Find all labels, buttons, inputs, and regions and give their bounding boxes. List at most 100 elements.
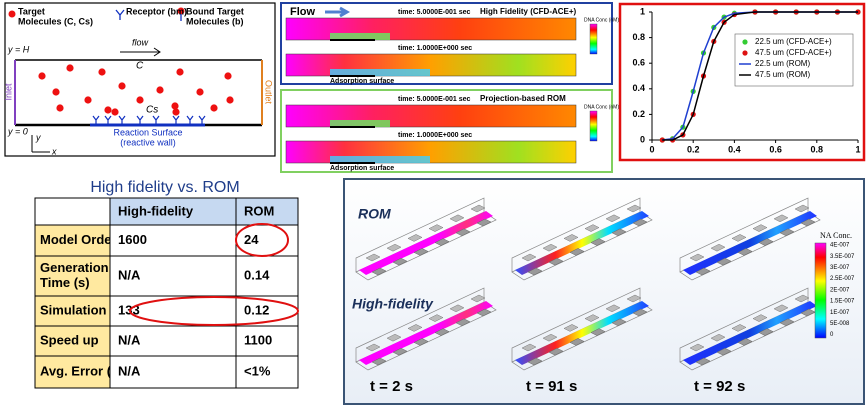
receptor (136, 115, 144, 124)
electrode (521, 343, 537, 352)
electrode (800, 218, 816, 227)
electrode (710, 243, 726, 252)
electrode (752, 224, 768, 232)
legend-dot (8, 10, 16, 18)
electrode (407, 324, 423, 332)
x-tick-label: 0.8 (811, 144, 824, 154)
legend-text: Target (18, 6, 45, 16)
electrode (626, 294, 642, 303)
electrode (632, 308, 648, 317)
electrode (413, 248, 429, 256)
molecule (98, 68, 106, 76)
molecule (176, 68, 184, 76)
molecule (84, 96, 92, 104)
y-tick-label: 0.4 (632, 83, 645, 93)
channel-field (515, 211, 649, 275)
surface-text: Adsorption surface (330, 165, 394, 172)
electrode (611, 228, 627, 237)
table-value: 0.14 (244, 267, 270, 282)
depleted-zone (330, 156, 430, 163)
molecule (156, 86, 164, 94)
electrode (548, 257, 564, 266)
table-value: 0.12 (244, 302, 269, 317)
schematic-frame (4, 2, 276, 157)
electrode (716, 347, 732, 356)
legend-text: 22.5 um (ROM) (755, 59, 810, 68)
x-tick-label: 1 (855, 144, 860, 154)
electrode (386, 333, 402, 342)
channel-field (515, 301, 649, 365)
table-title: High fidelity vs. ROM (90, 179, 239, 196)
table-cell (109, 224, 237, 257)
row-label-cell (34, 255, 111, 297)
x-tick-label: 0 (649, 144, 654, 154)
column-header: ROM (244, 203, 274, 218)
electrode (548, 347, 564, 356)
electrode (455, 228, 471, 237)
row-label: High-fidelity (352, 296, 434, 312)
panel-title: Projection-based ROM (480, 94, 566, 103)
electrode (590, 238, 606, 246)
panel-title: High Fidelity (CFD-ACE+) (480, 7, 577, 16)
electrode (413, 338, 429, 346)
legend-text: Receptor (bm) (126, 6, 187, 16)
electrode (737, 248, 753, 256)
highlight (129, 296, 299, 326)
electrode (428, 224, 444, 232)
electrode (365, 253, 381, 262)
legend-box (734, 33, 854, 87)
surface-text: Reaction Surface (113, 127, 182, 137)
column-header: High-fidelity (118, 203, 194, 218)
colorbar-label: 1.5E-007 (830, 299, 855, 305)
table-header (109, 197, 237, 226)
electrode (710, 333, 726, 342)
x-tick-label: 0.4 (728, 144, 741, 154)
electrode (605, 214, 621, 223)
bottom-label: y = 0 (7, 126, 28, 136)
series-line (662, 11, 858, 141)
colorbar (814, 242, 827, 339)
row-label: Simulation (s) (40, 302, 126, 317)
time-label: time: 1.0000E+000 sec (398, 45, 472, 52)
electrode (695, 357, 711, 366)
legend-text: Molecules (b) (186, 16, 244, 26)
electrode (455, 318, 471, 327)
table-cell (34, 197, 111, 226)
electrode (476, 308, 492, 317)
legend-text: Molecules (C, Cs) (18, 16, 93, 26)
molecules (38, 64, 234, 124)
colorbar-label: 3E-007 (830, 265, 850, 271)
time-label: time: 5.0000E-001 sec (398, 96, 470, 103)
concentration-field (285, 53, 577, 77)
row-label: Speed up (40, 332, 99, 347)
electrode (584, 314, 600, 322)
electrode (563, 234, 579, 242)
top-label: y = H (7, 44, 30, 54)
electrode (371, 267, 387, 276)
table-value: N/A (118, 267, 141, 282)
table-cell (235, 325, 299, 357)
legend-text: Bound Target (186, 6, 244, 16)
x-tick-label: 0.2 (687, 144, 700, 154)
electrode (758, 238, 774, 246)
table-value: <1% (244, 363, 271, 378)
electrode (611, 318, 627, 327)
electrode (584, 224, 600, 232)
molecule (56, 104, 64, 112)
surface-text: Adsorption surface (330, 78, 394, 85)
electrode (632, 218, 648, 227)
flow-arrow (325, 6, 351, 18)
table-value: 24 (244, 232, 259, 247)
colorbar-title: NA Conc. (820, 231, 852, 240)
electrode (521, 253, 537, 262)
time-label: t = 92 s (694, 378, 745, 395)
colorbar (589, 110, 598, 142)
table-value: 1600 (118, 232, 147, 247)
electrode (569, 248, 585, 256)
bulk-label: C (136, 61, 144, 72)
electrode (371, 357, 387, 366)
x-tick-label: 0.6 (769, 144, 782, 154)
axis-x: x (51, 146, 57, 156)
legend-bound (177, 7, 185, 15)
receptor (104, 115, 112, 124)
